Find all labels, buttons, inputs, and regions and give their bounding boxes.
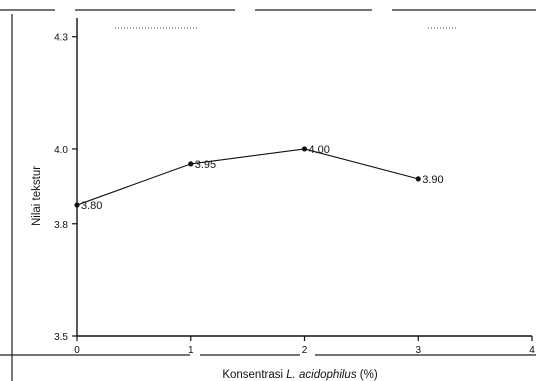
x-tick-label: 4 xyxy=(529,345,535,356)
data-point xyxy=(415,176,421,182)
data-point xyxy=(74,202,80,208)
x-tick-label: 0 xyxy=(74,345,80,356)
ticks: 0 1 2 3 4 3.5 3.8 4.0 4.3 xyxy=(54,33,535,356)
series: 3.80 3.95 4.00 3.90 xyxy=(74,144,444,212)
x-tick-label: 2 xyxy=(302,345,308,356)
data-point xyxy=(188,161,194,167)
page-frame xyxy=(0,9,536,381)
y-tick-label: 4.0 xyxy=(54,145,68,156)
axes xyxy=(76,18,532,337)
x-tick-label: 3 xyxy=(415,345,421,356)
data-label: 3.80 xyxy=(81,200,102,212)
y-tick-label: 3.5 xyxy=(54,332,68,343)
data-label: 3.95 xyxy=(195,159,216,171)
series-line xyxy=(76,148,419,206)
data-label: 4.00 xyxy=(309,144,330,156)
x-axis-title: Konsentrasi L. acidophilus (%) xyxy=(222,369,378,381)
y-tick-label: 3.8 xyxy=(54,220,68,231)
y-axis-title: Nilai tekstur xyxy=(31,166,43,226)
y-tick-label: 4.3 xyxy=(54,33,68,44)
x-tick-label: 1 xyxy=(188,345,194,356)
x-axis-title-italic: L. acidophilus xyxy=(286,369,357,381)
x-axis-title-prefix: Konsentrasi xyxy=(222,369,286,381)
data-label: 3.90 xyxy=(422,174,443,186)
x-axis-title-suffix: (%) xyxy=(357,369,378,381)
data-point xyxy=(301,146,308,152)
